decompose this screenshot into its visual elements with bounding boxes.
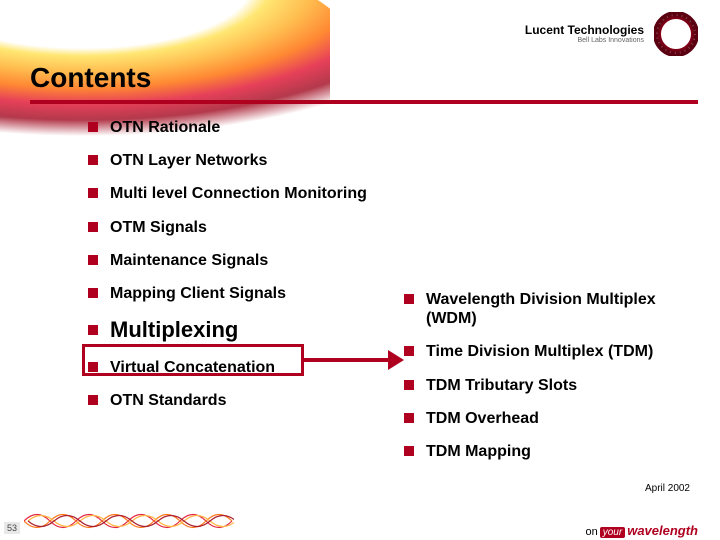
square-bullet-icon bbox=[88, 395, 98, 405]
item-label: Maintenance Signals bbox=[110, 251, 268, 270]
item-label: OTN Layer Networks bbox=[110, 151, 267, 170]
list-item: Maintenance Signals bbox=[88, 251, 378, 270]
list-item: Multi level Connection Monitoring bbox=[88, 184, 378, 203]
item-label: TDM Tributary Slots bbox=[426, 376, 577, 395]
list-item: Time Division Multiplex (TDM) bbox=[404, 342, 694, 361]
list-item: TDM Mapping bbox=[404, 442, 694, 461]
square-bullet-icon bbox=[88, 188, 98, 198]
item-label: Time Division Multiplex (TDM) bbox=[426, 342, 653, 361]
slide: Lucent Technologies Bell Labs Innovation… bbox=[0, 0, 720, 540]
brand-tagline: Bell Labs Innovations bbox=[525, 37, 644, 44]
brand-name: Lucent Technologies bbox=[525, 24, 644, 37]
square-bullet-icon bbox=[88, 122, 98, 132]
item-label: Wavelength Division Multiplex (WDM) bbox=[426, 290, 694, 328]
square-bullet-icon bbox=[88, 222, 98, 232]
title-divider bbox=[30, 100, 698, 104]
square-bullet-icon bbox=[88, 362, 98, 372]
item-label: Multi level Connection Monitoring bbox=[110, 184, 367, 203]
item-label: Multiplexing bbox=[110, 317, 238, 343]
list-item: Wavelength Division Multiplex (WDM) bbox=[404, 290, 694, 328]
footer-wave-icon bbox=[24, 508, 234, 534]
list-item: OTN Rationale bbox=[88, 118, 378, 137]
square-bullet-icon bbox=[88, 155, 98, 165]
square-bullet-icon bbox=[404, 413, 414, 423]
brand-logo: Lucent Technologies Bell Labs Innovation… bbox=[525, 12, 698, 56]
footer-tagline-your: your bbox=[600, 527, 625, 538]
footer-date: April 2002 bbox=[645, 483, 690, 494]
square-bullet-icon bbox=[404, 346, 414, 356]
square-bullet-icon bbox=[88, 325, 98, 335]
item-label: Virtual Concatenation bbox=[110, 358, 275, 377]
list-item: OTM Signals bbox=[88, 218, 378, 237]
list-item: Mapping Client Signals bbox=[88, 284, 378, 303]
item-label: OTM Signals bbox=[110, 218, 207, 237]
list-item-highlight: Multiplexing bbox=[88, 317, 378, 343]
ring-icon bbox=[654, 12, 698, 56]
list-item: OTN Layer Networks bbox=[88, 151, 378, 170]
list-item: TDM Overhead bbox=[404, 409, 694, 428]
list-item: OTN Standards bbox=[88, 391, 378, 410]
brand-name-block: Lucent Technologies Bell Labs Innovation… bbox=[525, 24, 644, 44]
square-bullet-icon bbox=[88, 255, 98, 265]
list-item: TDM Tributary Slots bbox=[404, 376, 694, 395]
square-bullet-icon bbox=[404, 294, 414, 304]
page-number: 53 bbox=[4, 522, 20, 534]
toc-right-column: Wavelength Division Multiplex (WDM) Time… bbox=[404, 290, 694, 475]
square-bullet-icon bbox=[404, 380, 414, 390]
square-bullet-icon bbox=[404, 446, 414, 456]
item-label: TDM Overhead bbox=[426, 409, 539, 428]
item-label: Mapping Client Signals bbox=[110, 284, 286, 303]
arrow-head-icon bbox=[388, 350, 404, 370]
item-label: TDM Mapping bbox=[426, 442, 531, 461]
footer-tagline: onyourwavelength bbox=[586, 523, 699, 538]
footer-tagline-wave: wavelength bbox=[627, 523, 698, 538]
footer-tagline-on: on bbox=[586, 526, 598, 538]
item-label: OTN Rationale bbox=[110, 118, 220, 137]
page-title: Contents bbox=[30, 62, 151, 94]
item-label: OTN Standards bbox=[110, 391, 226, 410]
toc-left-column: OTN Rationale OTN Layer Networks Multi l… bbox=[88, 118, 378, 424]
square-bullet-icon bbox=[88, 288, 98, 298]
list-item: Virtual Concatenation bbox=[88, 358, 378, 377]
